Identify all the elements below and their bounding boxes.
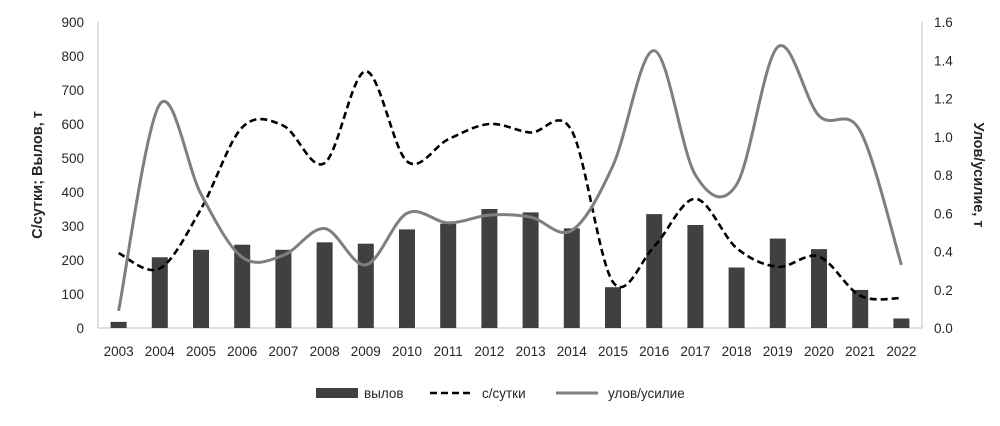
x-tick-label: 2006 [227, 344, 257, 359]
bar-2015 [605, 287, 621, 328]
y2-tick-label: 0.2 [934, 283, 953, 298]
y-tick-label: 0 [76, 321, 84, 336]
y-tick-label: 400 [61, 185, 84, 200]
y2-tick-label: 0.8 [934, 168, 953, 183]
bar-2008 [316, 242, 333, 328]
legend: вылов с/сутки улов/усилие [316, 386, 685, 401]
y-tick-label: 800 [61, 49, 84, 64]
y2-tick-label: 0.6 [934, 206, 953, 221]
bar-2009 [357, 243, 374, 328]
y-tick-label: 500 [61, 151, 84, 166]
y-axis-title: С/сутки; Вылов, т [30, 111, 46, 239]
bar-2019 [769, 238, 786, 328]
x-tick-label: 2018 [722, 344, 752, 359]
legend-label-bar: вылов [364, 386, 404, 401]
bar-2021 [852, 289, 869, 328]
y-tick-label: 700 [61, 83, 84, 98]
x-tick-label: 2016 [639, 344, 669, 359]
line-ulov-usilie [117, 44, 903, 312]
bar-2005 [193, 249, 209, 328]
legend-swatch-bar [316, 388, 358, 398]
bar-2014 [563, 228, 580, 328]
x-tick-label: 2014 [557, 344, 588, 359]
x-tick-label: 2010 [392, 344, 422, 359]
axes [97, 22, 923, 329]
y2-tick-label: 0.0 [934, 321, 953, 336]
x-tick-label: 2012 [474, 344, 504, 359]
x-tick-label: 2022 [886, 344, 916, 359]
bar-2020 [811, 249, 827, 328]
y-tick-label: 200 [61, 253, 84, 268]
x-tick-label: 2003 [104, 344, 134, 359]
bar-2016 [646, 214, 663, 328]
x-tick-label: 2013 [516, 344, 546, 359]
tick-labels: 2003 2004 2005 2006 2007 2008 2009 2010 2011 2012… [61, 15, 953, 359]
x-tick-label: 2008 [310, 344, 340, 359]
bar-2017 [687, 224, 704, 328]
bar-2012 [481, 209, 498, 328]
y2-tick-label: 1.2 [934, 92, 953, 107]
x-tick-label: 2017 [680, 344, 710, 359]
bar-2010 [399, 229, 415, 328]
bar-2006 [234, 244, 251, 328]
bar-2011 [440, 223, 457, 328]
bar-2013 [522, 212, 539, 328]
legend-label-dashed: с/сутки [482, 386, 526, 401]
bar-2004 [151, 257, 168, 328]
y-tick-label: 900 [61, 15, 84, 30]
x-tick-label: 2019 [763, 344, 793, 359]
x-tick-label: 2015 [598, 344, 628, 359]
bar-2018 [728, 267, 745, 328]
x-tick-label: 2020 [804, 344, 834, 359]
x-tick-label: 2011 [434, 344, 463, 359]
y-tick-label: 600 [61, 117, 84, 132]
bar-2022 [893, 318, 910, 328]
bar-series [110, 209, 910, 328]
x-tick-label: 2009 [351, 344, 381, 359]
y2-tick-label: 1.4 [934, 53, 953, 68]
line-s-sutki [118, 69, 902, 301]
y2-axis-title: Улов/усилие, т [970, 123, 986, 228]
bar-2007 [275, 249, 292, 328]
legend-label-solid: улов/усилие [608, 386, 685, 401]
x-tick-label: 2007 [268, 344, 298, 359]
y-tick-label: 100 [61, 287, 84, 302]
x-tick-label: 2004 [145, 344, 176, 359]
y2-tick-label: 0.4 [934, 245, 953, 260]
line-series [117, 44, 903, 312]
bar-2003 [110, 321, 127, 328]
x-tick-label: 2005 [186, 344, 216, 359]
y2-tick-label: 1.6 [934, 15, 953, 30]
y2-tick-label: 1.0 [934, 130, 953, 145]
y-tick-label: 300 [61, 219, 84, 234]
x-tick-label: 2021 [845, 344, 875, 359]
